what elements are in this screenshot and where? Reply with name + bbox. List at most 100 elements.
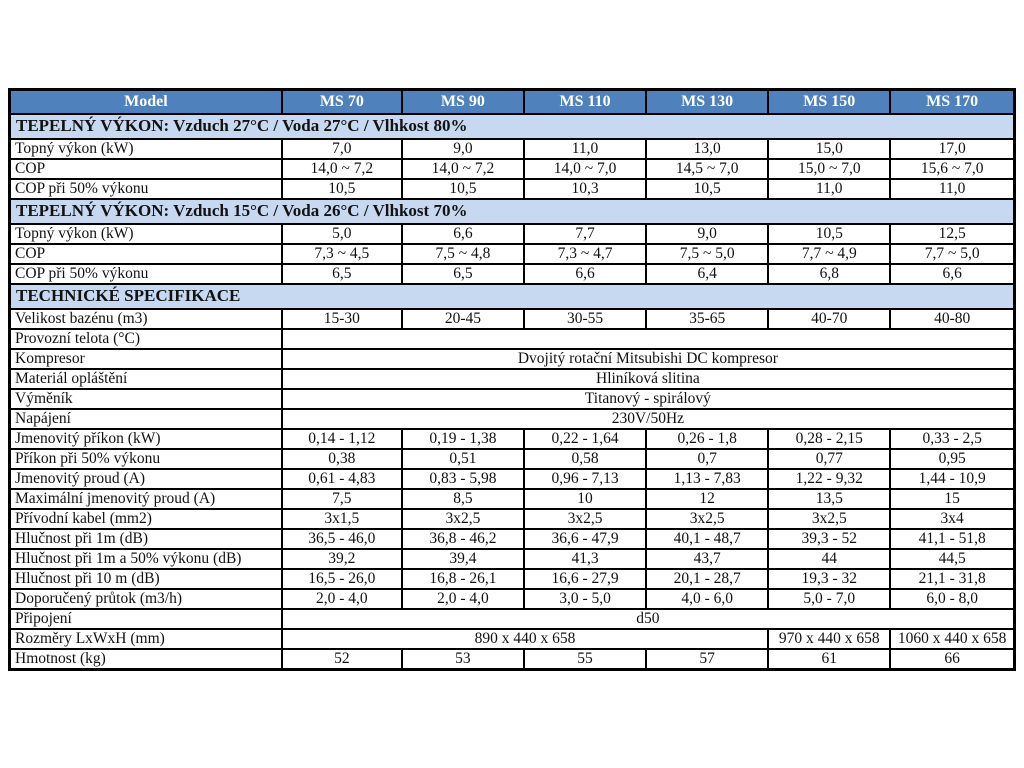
header-cell-ms130: MS 130 — [645, 88, 770, 115]
cell-value: 5,0 - 7,0 — [767, 587, 892, 610]
cell-value: 21,1 - 31,8 — [889, 567, 1016, 590]
cell-value: 5,0 — [280, 222, 403, 245]
cell-value: 4,0 - 6,0 — [645, 587, 770, 610]
cell-value: 10,5 — [280, 177, 403, 200]
cell-value: 35-65 — [645, 307, 770, 330]
spec-row: Topný výkon (kW) 5,0 6,6 7,7 9,0 10,5 12,5 — [8, 222, 1016, 245]
spec-row: Hlučnost při 1m a 50% výkonu (dB) 39,2 39,… — [8, 547, 1016, 570]
cell-value: 0,38 — [280, 447, 403, 470]
table-header-row: Model MS 70 MS 90 MS 110 MS 130 MS 150 M… — [8, 88, 1016, 115]
header-cell-ms170: MS 170 — [889, 88, 1016, 115]
cell-value: 1,22 - 9,32 — [767, 467, 892, 490]
cell-value: 7,5 — [280, 487, 403, 510]
cell-value-span: 890 x 440 x 658 — [280, 627, 770, 650]
row-label: Výměník — [8, 387, 283, 410]
spec-row: Maximální jmenovitý proud (A) 7,5 8,5 10 12 1… — [8, 487, 1016, 510]
cell-value: 52 — [280, 647, 403, 670]
spec-row: Připojení d50 — [8, 607, 1016, 630]
cell-value: 0,26 - 1,8 — [645, 427, 770, 450]
cell-value-span: d50 — [280, 607, 1016, 630]
spec-row: COP při 50% výkonu 6,5 6,5 6,6 6,4 6,8 6,6 — [8, 262, 1016, 285]
cell-value: 43,7 — [645, 547, 770, 570]
cell-value: 11,0 — [767, 177, 892, 200]
cell-value: 39,3 - 52 — [767, 527, 892, 550]
cell-value: 0,95 — [889, 447, 1016, 470]
cell-value-span: Dvojitý rotační Mitsubishi DC kompresor — [280, 347, 1016, 370]
cell-value: 3x2,5 — [767, 507, 892, 530]
cell-value: 0,19 - 1,38 — [400, 427, 525, 450]
cell-value: 44,5 — [889, 547, 1016, 570]
cell-value: 1,44 - 10,9 — [889, 467, 1016, 490]
spec-row: Přívodní kabel (mm2) 3x1,5 3x2,5 3x2,5 3x2,5… — [8, 507, 1016, 530]
cell-value: 6,6 — [889, 262, 1016, 285]
cell-value: 6,5 — [280, 262, 403, 285]
cell-value: 0,7 — [645, 447, 770, 470]
cell-value: 3x2,5 — [645, 507, 770, 530]
row-label: Velikost bazénu (m3) — [8, 307, 283, 330]
cell-value: 36,6 - 47,9 — [522, 527, 648, 550]
spec-row: Hmotnost (kg) 52 53 55 57 61 66 — [8, 647, 1016, 670]
cell-value: 0,58 — [522, 447, 648, 470]
cell-value-span: 230V/50Hz — [280, 407, 1016, 430]
cell-value: 7,7 ~ 5,0 — [889, 242, 1016, 265]
spec-row: Hlučnost při 10 m (dB) 16,5 - 26,0 16,8 - … — [8, 567, 1016, 590]
cell-value: 7,0 — [280, 137, 403, 160]
spec-row: Materiál opláštění Hliníková slitina — [8, 367, 1016, 390]
spec-row: Příkon při 50% výkonu 0,38 0,51 0,58 0,7 0,77… — [8, 447, 1016, 470]
section-row: TECHNICKÉ SPECIFIKACE — [8, 282, 1016, 310]
header-cell-ms150: MS 150 — [767, 88, 892, 115]
cell-value: 3,0 - 5,0 — [522, 587, 648, 610]
cell-value: 40-80 — [889, 307, 1016, 330]
section-title: TECHNICKÉ SPECIFIKACE — [8, 282, 1016, 310]
cell-value: 16,8 - 26,1 — [400, 567, 525, 590]
cell-value: 1,13 - 7,83 — [645, 467, 770, 490]
cell-value: 12,5 — [889, 222, 1016, 245]
cell-value: 3x2,5 — [522, 507, 648, 530]
cell-value: 11,0 — [889, 177, 1016, 200]
spec-row: Doporučený průtok (m3/h) 2,0 - 4,0 2,0 - 4… — [8, 587, 1016, 610]
cell-value: 55 — [522, 647, 648, 670]
spec-table: Model MS 70 MS 90 MS 110 MS 130 MS 150 M… — [8, 88, 1016, 671]
cell-value: 12 — [645, 487, 770, 510]
row-label: Jmenovitý proud (A) — [8, 467, 283, 490]
cell-value: 10,5 — [645, 177, 770, 200]
row-label: Provozní telota (°C) — [8, 327, 283, 350]
cell-value: 15 — [889, 487, 1016, 510]
cell-value: 39,2 — [280, 547, 403, 570]
row-label: Napájení — [8, 407, 283, 430]
spec-row: Velikost bazénu (m3) 15-30 20-45 30-55 35-65… — [8, 307, 1016, 330]
cell-value: 10 — [522, 487, 648, 510]
row-label: COP při 50% výkonu — [8, 177, 283, 200]
row-label: COP při 50% výkonu — [8, 262, 283, 285]
row-label: Doporučený průtok (m3/h) — [8, 587, 283, 610]
cell-value: 6,0 - 8,0 — [889, 587, 1016, 610]
row-label: Jmenovitý příkon (kW) — [8, 427, 283, 450]
cell-value: 6,5 — [400, 262, 525, 285]
cell-value: 14,0 ~ 7,2 — [400, 157, 525, 180]
cell-value: 0,28 - 2,15 — [767, 427, 892, 450]
cell-value: 36,8 - 46,2 — [400, 527, 525, 550]
row-label: Připojení — [8, 607, 283, 630]
cell-value: 7,7 ~ 4,9 — [767, 242, 892, 265]
cell-value: 13,0 — [645, 137, 770, 160]
cell-value: 40,1 - 48,7 — [645, 527, 770, 550]
cell-value: 16,6 - 27,9 — [522, 567, 648, 590]
row-label: Příkon při 50% výkonu — [8, 447, 283, 470]
cell-value-span: Titanový - spirálový — [280, 387, 1016, 410]
cell-value: 7,3 ~ 4,5 — [280, 242, 403, 265]
cell-value: 19,3 - 32 — [767, 567, 892, 590]
row-label: COP — [8, 242, 283, 265]
cell-value: 7,3 ~ 4,7 — [522, 242, 648, 265]
cell-value: 10,5 — [400, 177, 525, 200]
row-label: Maximální jmenovitý proud (A) — [8, 487, 283, 510]
cell-value-span: 1060 x 440 x 658 — [889, 627, 1016, 650]
cell-value: 53 — [400, 647, 525, 670]
cell-value: 61 — [767, 647, 892, 670]
cell-value: 40-70 — [767, 307, 892, 330]
cell-value: 7,5 ~ 5,0 — [645, 242, 770, 265]
cell-value-span: 970 x 440 x 658 — [767, 627, 892, 650]
cell-value: 13,5 — [767, 487, 892, 510]
cell-value: 0,22 - 1,64 — [522, 427, 648, 450]
cell-value: 10,5 — [767, 222, 892, 245]
row-label: Hlučnost při 10 m (dB) — [8, 567, 283, 590]
